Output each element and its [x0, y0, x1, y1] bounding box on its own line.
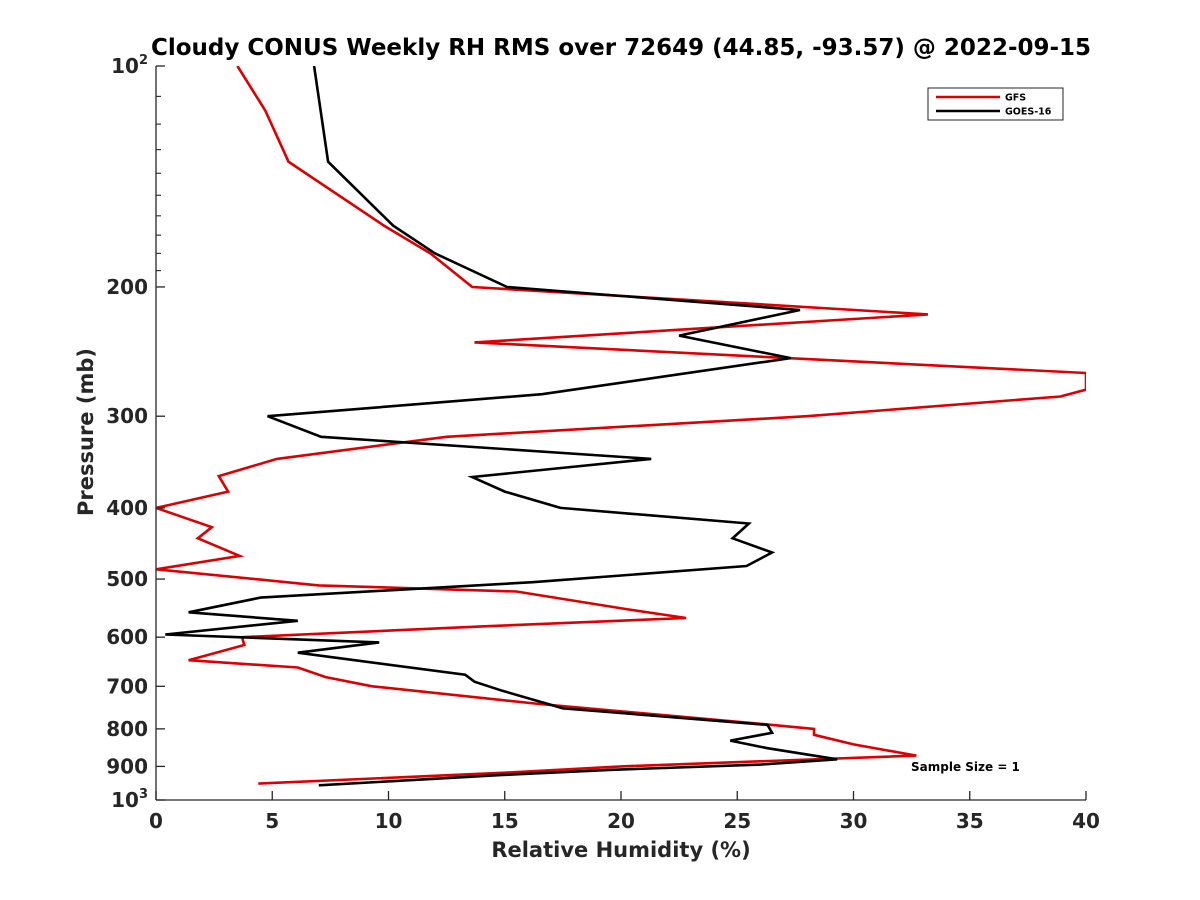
y-tick-label: 800: [106, 717, 148, 741]
y-tick-label: 102: [111, 53, 148, 78]
series-line-goes-16: [165, 66, 838, 787]
x-tick-label: 20: [607, 809, 635, 833]
y-tick-label: 300: [106, 404, 148, 428]
y-tick-label-exponent: 2: [139, 53, 148, 68]
x-tick-label: 40: [1072, 809, 1100, 833]
y-tick-label-base: 10: [111, 54, 139, 78]
x-tick-label: 25: [723, 809, 751, 833]
x-tick-label: 5: [265, 809, 279, 833]
y-tick-label: 600: [106, 625, 148, 649]
y-tick-label: 900: [106, 754, 148, 778]
plot-area: 0 5 10 15 20 25 30 35 40102200300400500600700800…: [106, 53, 1100, 833]
series-line-gfs: [156, 66, 1086, 785]
x-tick-label: 30: [840, 809, 868, 833]
legend: GFS GOES-16: [927, 87, 1064, 121]
sample-size-annotation: Sample Size = 1: [911, 760, 1020, 774]
x-axis-label: Relative Humidity (%): [491, 838, 750, 862]
y-tick-label: 500: [106, 567, 148, 591]
x-tick-label: 15: [491, 809, 519, 833]
y-tick-label: 200: [106, 275, 148, 299]
y-tick-label: 103: [111, 787, 148, 812]
y-tick-label-base: 10: [111, 788, 139, 812]
y-axis-label: Pressure (mb): [74, 348, 98, 516]
x-tick-label: 10: [375, 809, 403, 833]
legend-box: [927, 87, 1064, 121]
legend-label-goes-16: GOES-16: [1005, 107, 1052, 118]
legend-label-gfs: GFS: [1005, 93, 1026, 104]
x-tick-label: 0: [149, 809, 163, 833]
y-tick-label-exponent: 3: [139, 787, 148, 802]
chart-title: Cloudy CONUS Weekly RH RMS over 72649 (4…: [151, 35, 1091, 61]
y-tick-label: 700: [106, 674, 148, 698]
y-tick-label: 400: [106, 496, 148, 520]
x-tick-label: 35: [956, 809, 984, 833]
